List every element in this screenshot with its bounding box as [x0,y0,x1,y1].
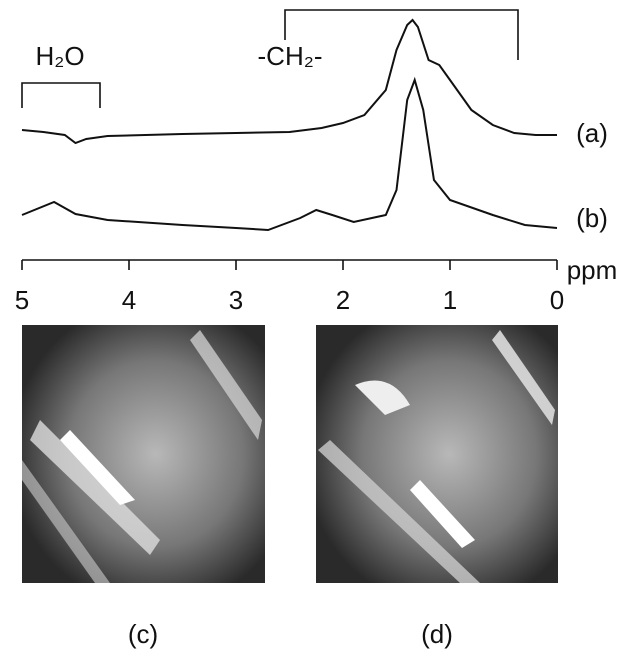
x-tick-label: 0 [550,285,564,315]
x-tick-label: 1 [443,285,457,315]
annotation: H₂O [35,41,84,71]
panel-label: (d) [421,619,453,649]
bracket [284,9,519,60]
x-tick-label: 3 [229,285,243,315]
x-tick-label: 5 [15,285,29,315]
image-d [316,325,558,583]
spectrum [21,76,558,232]
x-tick-label: 2 [336,285,350,315]
x-axis-label: ppm [567,255,618,285]
x-tick-label: 4 [122,285,136,315]
series-label: (a) [576,118,608,148]
spectrum [21,18,557,145]
panel-label: (c) [128,619,158,649]
series-label: (b) [576,203,608,233]
image-c [22,325,265,583]
annotation: -CH₂- [258,41,323,71]
bracket [21,82,101,108]
